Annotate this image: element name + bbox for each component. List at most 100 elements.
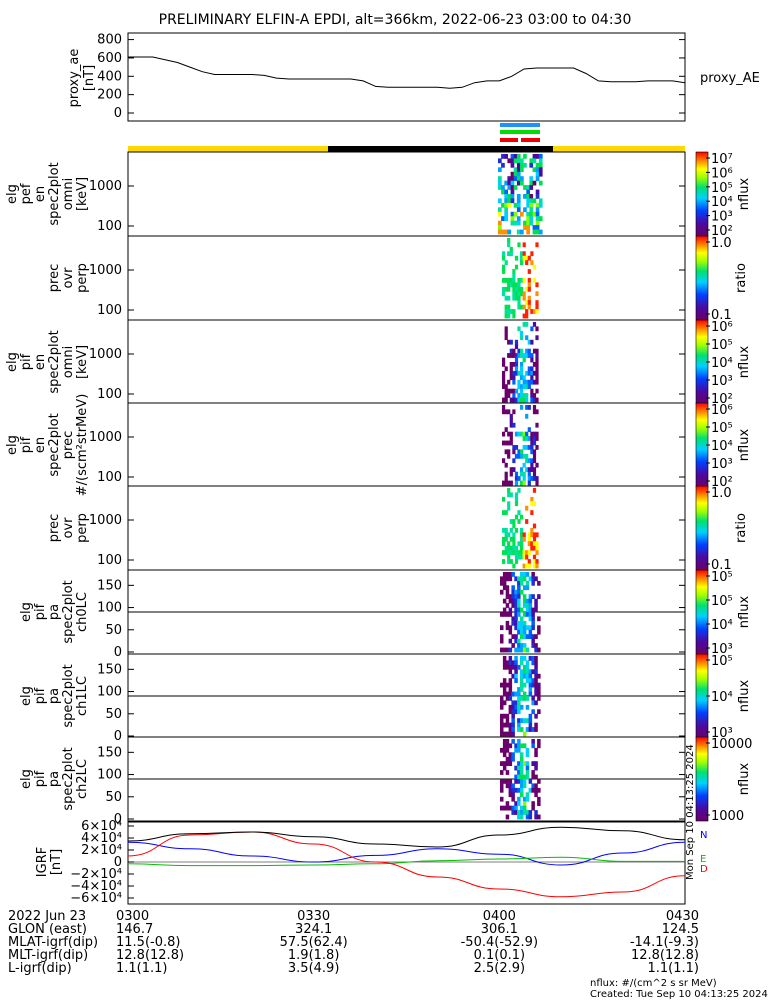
spec-ylabel: spec2plot [61,747,76,810]
spec-pixel [531,774,535,780]
spec-pixel [507,559,511,564]
spec-pixel [532,488,537,493]
spec-pixel [520,620,524,626]
spec-pixel [537,616,541,622]
colorbar [695,235,709,321]
footer-value: 306.1 [481,922,518,937]
spec-pixel [504,189,508,195]
spec-pixel [527,563,531,569]
spec-pixel [517,393,521,398]
spec-pixel [520,278,524,283]
igrf-ytick-label: 6×10⁴ [81,819,122,834]
spec-pixel [511,727,515,732]
spec-pixel [525,718,530,723]
igrf-label-n: N [700,830,707,841]
spec-pixel [520,770,524,775]
colorbar-label: nflux [737,680,752,713]
spec-pixel [525,393,529,398]
spec-pixel [500,787,504,793]
spec-pixel [505,576,510,582]
spec-pixel [512,313,516,319]
spec-pixel [508,709,513,715]
spec-pixel [504,211,508,217]
spec-pixel [514,362,519,367]
spec-pixel [507,286,511,292]
spec-pixel [538,202,543,208]
spec-pixel [523,225,527,230]
spec-pixel [498,180,502,186]
spec-pixel [507,158,512,164]
spec-pixel [525,322,529,327]
spec-pixel [522,643,527,648]
spec-pixel [520,743,524,749]
spec-pixel [532,440,537,446]
spec-pixel [514,620,518,626]
spec-pixel [505,779,510,784]
spec-pixel [516,216,521,221]
spec-pixel [509,251,513,257]
spec-pixel [502,779,507,784]
spec-pixel [538,158,543,164]
spec-pixel [512,269,516,274]
spec-pixel [502,536,506,542]
spec-pixel [522,471,526,477]
spec-pixel [507,440,511,446]
spec-pixel [500,779,504,784]
igrf-ytick-label: −2×10⁴ [70,867,122,882]
spec-pixel [502,752,507,758]
spec-pixel [514,607,518,613]
spec-pixel [532,379,537,385]
spec-pixel [525,397,529,403]
spec-pixel [520,669,524,675]
spec-pixel [520,449,524,455]
spec-ylabel: pif [19,436,34,453]
spec-pixel [528,691,533,697]
spec-pixel [531,783,535,789]
spec-pixel [520,625,524,631]
spec-pixel [535,545,539,551]
spec-pixel [522,436,526,441]
ae-y-ticks: 800 600 400 200 0 [97,33,685,121]
spec-ylabel: elg [5,184,20,204]
spec-pixel [527,467,531,472]
spec-ytick-label: 150 [97,745,122,760]
spec-pixel [512,532,516,538]
spec-ytick-label: 100 [97,768,122,783]
spec-pixel [531,761,535,766]
spec-pixel [511,722,515,728]
spec-pixel [517,397,521,403]
spec-pixel [513,154,518,159]
spec-pixel [511,634,515,639]
spec-pixel [512,309,516,314]
spec-pixel [504,471,508,477]
spec-pixel [512,445,516,450]
spec-pixel [508,756,513,762]
spec-pixel [535,282,539,288]
igrf-ytick-label: −6×10⁴ [70,891,122,906]
spec-pixel [535,326,539,332]
spec-pixel [517,709,521,715]
spec-pixel [504,476,508,481]
spec-pixel [528,669,533,675]
spec-pixel [517,664,521,670]
spec-pixel [512,353,516,358]
spec-ylabel: ch2LC [75,759,90,799]
bar-red-2 [521,138,540,142]
spec-pixel [512,379,516,385]
spec-pixel [511,709,515,715]
spec-pixel [505,713,510,719]
spec-pixel [512,467,516,472]
spec-pixel [532,453,537,459]
spec-ytick-label: 50 [105,790,122,805]
spec-pixel [517,353,521,358]
spec-pixel [500,696,504,701]
spec-pixel [511,796,515,802]
spec-pixel [517,687,521,692]
spec-pixel [531,580,535,586]
spec-pixel [502,722,507,728]
spec-pixel [514,501,519,507]
spec-pixel [517,747,521,753]
spec-pixel [505,589,510,595]
spec-pixel [500,722,504,728]
spec-pixel [508,594,513,599]
